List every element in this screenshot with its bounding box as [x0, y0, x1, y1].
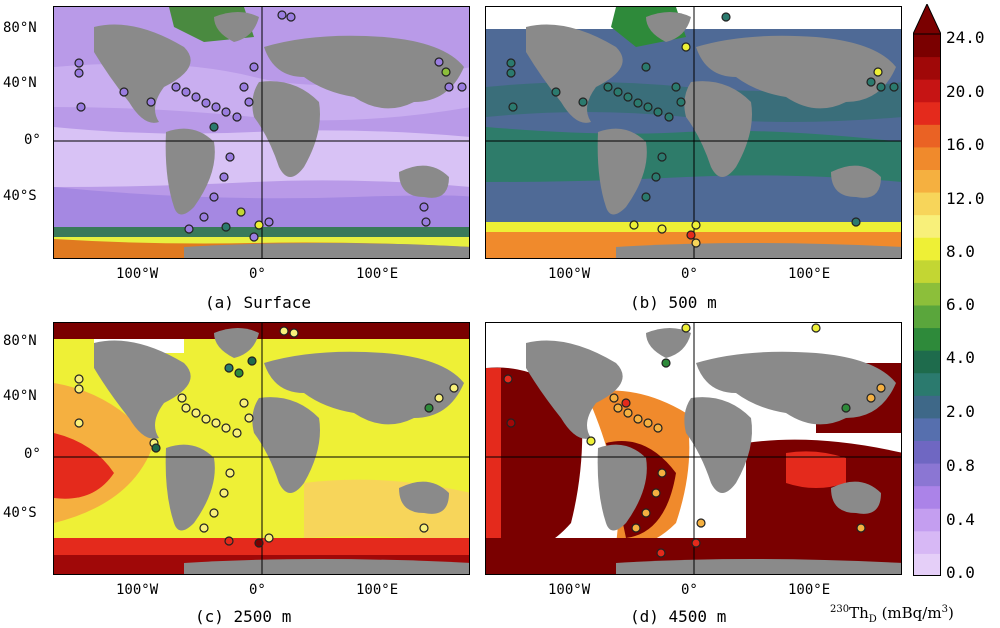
- colorbar-swatch: [913, 192, 941, 216]
- colorbar-swatch: [913, 124, 941, 148]
- colorbar-swatch: [913, 214, 941, 238]
- lon-tick: 0°: [249, 582, 266, 598]
- colorbar-swatch: [913, 530, 941, 554]
- lat-tick: 0°: [24, 132, 41, 148]
- colorbar-label: 6.0: [946, 295, 975, 314]
- panel-caption-d: (d) 4500 m: [630, 607, 727, 626]
- lat-tick: 40°N: [3, 388, 37, 404]
- colorbar-swatch: [913, 101, 941, 125]
- colorbar-label: 4.0: [946, 348, 975, 367]
- colorbar: [913, 4, 941, 576]
- lon-tick: 100°E: [356, 582, 399, 598]
- lon-tick: 100°W: [548, 582, 591, 598]
- panel-caption-a: (a) Surface: [205, 293, 311, 312]
- map-panel-2500m: [53, 322, 470, 575]
- lon-tick: 0°: [681, 266, 698, 282]
- colorbar-border: [913, 33, 941, 576]
- colorbar-swatch: [913, 440, 941, 464]
- colorbar-swatch: [913, 395, 941, 419]
- panel-caption-c: (c) 2500 m: [195, 607, 292, 626]
- colorbar-swatch: [913, 146, 941, 170]
- subscript: D: [868, 614, 877, 625]
- units: (mBq/m: [881, 604, 942, 622]
- map-2500m: [54, 323, 469, 574]
- lat-tick: 40°N: [3, 75, 37, 91]
- lat-tick: 40°S: [3, 188, 37, 204]
- colorbar-swatch: [913, 508, 941, 532]
- colorbar-label: 16.0: [946, 135, 985, 154]
- lon-tick: 100°W: [116, 582, 159, 598]
- lat-tick: 80°N: [3, 333, 37, 349]
- colorbar-swatch: [913, 259, 941, 283]
- colorbar-swatch: [913, 237, 941, 261]
- colorbar-label: 2.0: [946, 402, 975, 421]
- units-close: ): [947, 604, 954, 622]
- lat-tick: 40°S: [3, 505, 37, 521]
- colorbar-swatch: [913, 305, 941, 329]
- lon-tick: 100°W: [116, 266, 159, 282]
- colorbar-swatch: [913, 79, 941, 103]
- lon-tick: 100°E: [788, 582, 831, 598]
- lon-tick: 0°: [249, 266, 266, 282]
- colorbar-label: 20.0: [946, 82, 985, 101]
- colorbar-swatch: [913, 34, 941, 58]
- lon-tick: 0°: [681, 582, 698, 598]
- colorbar-label: 24.0: [946, 28, 985, 47]
- colorbar-label: 12.0: [946, 189, 985, 208]
- colorbar-swatch: [913, 417, 941, 441]
- colorbar-swatch: [913, 553, 941, 576]
- colorbar-label: 0.0: [946, 563, 975, 582]
- colorbar-swatch: [913, 56, 941, 80]
- map-4500m: [486, 323, 901, 574]
- colorbar-swatch: [913, 463, 941, 487]
- colorbar-swatch: [913, 282, 941, 306]
- colorbar-swatch: [913, 350, 941, 374]
- isotope-mass: 230: [830, 604, 850, 615]
- colorbar-max-arrow: [913, 4, 941, 35]
- map-panel-4500m: [485, 322, 902, 575]
- element-symbol: Th: [849, 604, 869, 622]
- lat-tick: 80°N: [3, 20, 37, 36]
- map-500m: [486, 7, 901, 258]
- colorbar-label: 8.0: [946, 242, 975, 261]
- lon-tick: 100°E: [788, 266, 831, 282]
- colorbar-swatch: [913, 372, 941, 396]
- panel-caption-b: (b) 500 m: [630, 293, 717, 312]
- units-exponent: 3: [941, 604, 948, 615]
- map-surface: [54, 7, 469, 258]
- colorbar-swatch: [913, 169, 941, 193]
- colorbar-label: 0.4: [946, 510, 975, 529]
- colorbar-label: 0.8: [946, 456, 975, 475]
- map-panel-500m: [485, 6, 902, 259]
- colorbar-title: 230ThD (mBq/m3): [830, 604, 954, 625]
- lon-tick: 100°W: [548, 266, 591, 282]
- colorbar-swatch: [913, 327, 941, 351]
- lon-tick: 100°E: [356, 266, 399, 282]
- map-panel-surface: [53, 6, 470, 259]
- lat-tick: 0°: [24, 446, 41, 462]
- colorbar-swatch: [913, 485, 941, 509]
